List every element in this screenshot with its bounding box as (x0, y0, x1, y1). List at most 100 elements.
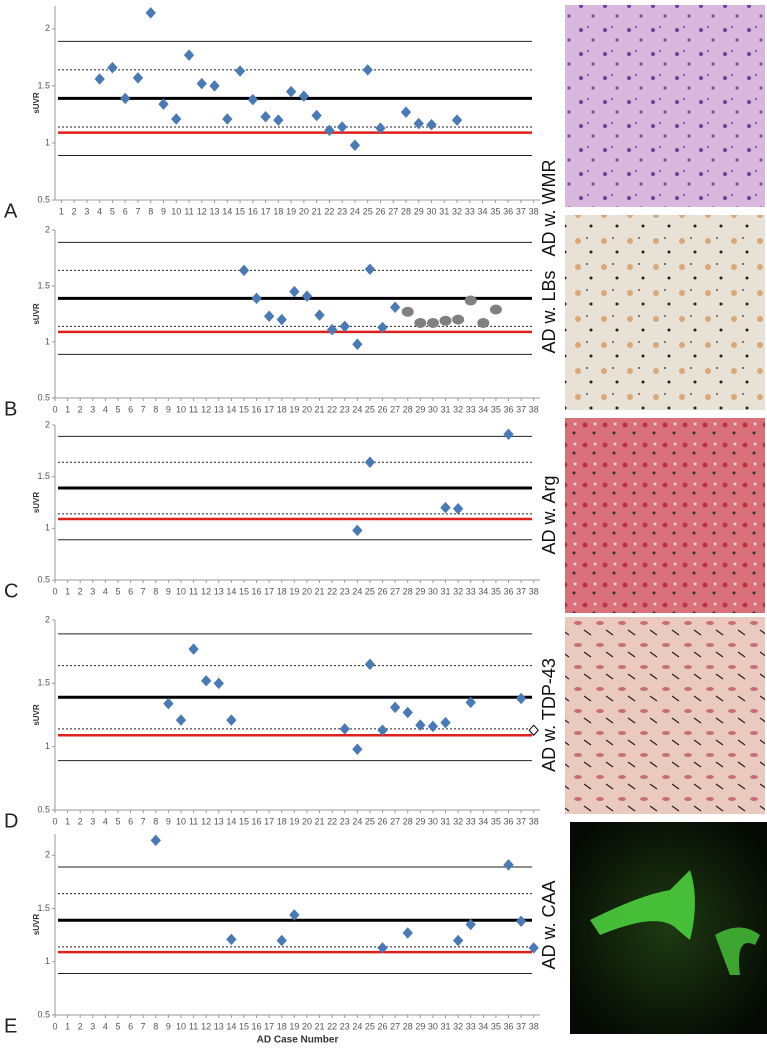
data-point (375, 122, 386, 134)
x-tick-label: 34 (478, 586, 488, 596)
x-tick-label: 15 (239, 404, 249, 414)
x-tick-label: 18 (277, 816, 287, 826)
data-point (222, 113, 233, 125)
x-tick-label: 21 (315, 816, 325, 826)
data-point (163, 697, 174, 710)
x-tick-label: 20 (299, 206, 309, 216)
y-tick-label: 1.5 (37, 678, 50, 688)
data-point (324, 124, 335, 137)
x-tick-label: 23 (340, 586, 350, 596)
x-tick-label: 9 (166, 586, 171, 596)
x-tick-label: 0 (52, 404, 57, 414)
x-tick-label: 7 (135, 206, 140, 216)
data-point (364, 456, 376, 468)
data-point (183, 49, 195, 61)
x-tick-label: 17 (264, 816, 274, 826)
x-tick-label: 27 (390, 816, 400, 826)
x-tick-label: 23 (340, 1021, 350, 1031)
data-point (515, 915, 527, 928)
data-point (377, 724, 388, 736)
data-point (452, 934, 464, 947)
x-tick-label: 8 (148, 206, 153, 216)
x-tick-label: 10 (176, 404, 186, 414)
x-tick-label: 12 (197, 206, 207, 216)
x-tick-label: 6 (128, 586, 133, 596)
x-tick-label: 14 (226, 404, 236, 414)
x-tick-label: 24 (352, 1021, 362, 1031)
x-tick-label: 10 (171, 206, 181, 216)
x-tick-label: 29 (415, 586, 425, 596)
x-tick-label: 5 (110, 206, 115, 216)
x-tick-label: 20 (302, 586, 312, 596)
y-tick-label: 1.5 (37, 80, 50, 90)
x-tick-label: 9 (166, 404, 171, 414)
x-tick-label: 5 (115, 586, 120, 596)
image-caption: AD w. Arg (539, 475, 559, 554)
x-tick-label: 3 (90, 404, 95, 414)
x-tick-label: 29 (415, 1021, 425, 1031)
x-tick-label: 13 (214, 586, 224, 596)
x-tick-label: 22 (324, 206, 334, 216)
x-tick-label: 36 (503, 206, 513, 216)
x-tick-label: 25 (365, 404, 375, 414)
x-tick-label: 26 (378, 1021, 388, 1031)
x-tick-label: 13 (214, 816, 224, 826)
x-tick-label: 5 (115, 816, 120, 826)
x-tick-label: 23 (340, 816, 350, 826)
x-tick-label: 35 (491, 586, 501, 596)
data-point (515, 692, 527, 705)
x-tick-label: 2 (78, 1021, 83, 1031)
x-tick-label: 26 (378, 586, 388, 596)
x-tick-label: 9 (166, 1021, 171, 1031)
y-tick-label: 1.5 (37, 471, 50, 481)
data-point (145, 7, 156, 19)
data-point (528, 942, 539, 954)
data-point (464, 295, 477, 306)
x-tick-label: 28 (403, 404, 413, 414)
x-tick-label: 24 (352, 586, 362, 596)
x-tick-label: 24 (352, 404, 362, 414)
x-tick-label: 20 (302, 816, 312, 826)
x-tick-label: 11 (189, 404, 198, 414)
data-point (349, 139, 361, 151)
x-tick-label: 11 (189, 1021, 198, 1031)
y-tick-label: 2 (45, 614, 50, 624)
x-tick-label: 23 (337, 206, 347, 216)
x-tick-label: 36 (503, 1021, 513, 1031)
y-tick-label: 1 (45, 336, 50, 346)
data-point (352, 338, 363, 350)
y-tick-label: 1 (45, 137, 50, 147)
x-tick-label: 14 (226, 1021, 236, 1031)
x-tick-label: 35 (490, 206, 500, 216)
x-tick-label: 1 (65, 816, 70, 826)
data-point (401, 306, 414, 317)
y-tick-label: 1.5 (37, 903, 50, 913)
micrograph (565, 5, 765, 207)
x-tick-label: 0 (52, 586, 57, 596)
micrograph (565, 215, 765, 410)
x-tick-label: 2 (78, 816, 83, 826)
x-tick-label: 32 (453, 586, 463, 596)
y-tick-label: 1 (45, 956, 50, 966)
x-tick-label: 29 (415, 816, 425, 826)
data-point (285, 85, 297, 98)
x-tick-label: 11 (184, 206, 193, 216)
x-tick-label: 15 (239, 586, 249, 596)
data-point (415, 719, 426, 731)
x-tick-label: 25 (363, 206, 373, 216)
data-point (234, 65, 246, 77)
x-tick-label: 16 (252, 1021, 262, 1031)
panel-label: A (4, 200, 18, 222)
x-tick-label: 38 (529, 206, 539, 216)
x-tick-label: 4 (97, 206, 102, 216)
x-tick-label: 32 (452, 206, 462, 216)
x-tick-label: 26 (378, 816, 388, 826)
x-tick-label: 4 (103, 1021, 108, 1031)
x-tick-label: 33 (466, 586, 476, 596)
x-tick-label: 16 (252, 816, 262, 826)
x-tick-label: 11 (189, 816, 198, 826)
x-tick-label: 8 (153, 1021, 158, 1031)
x-tick-label: 26 (375, 206, 385, 216)
x-tick-label: 33 (465, 206, 475, 216)
